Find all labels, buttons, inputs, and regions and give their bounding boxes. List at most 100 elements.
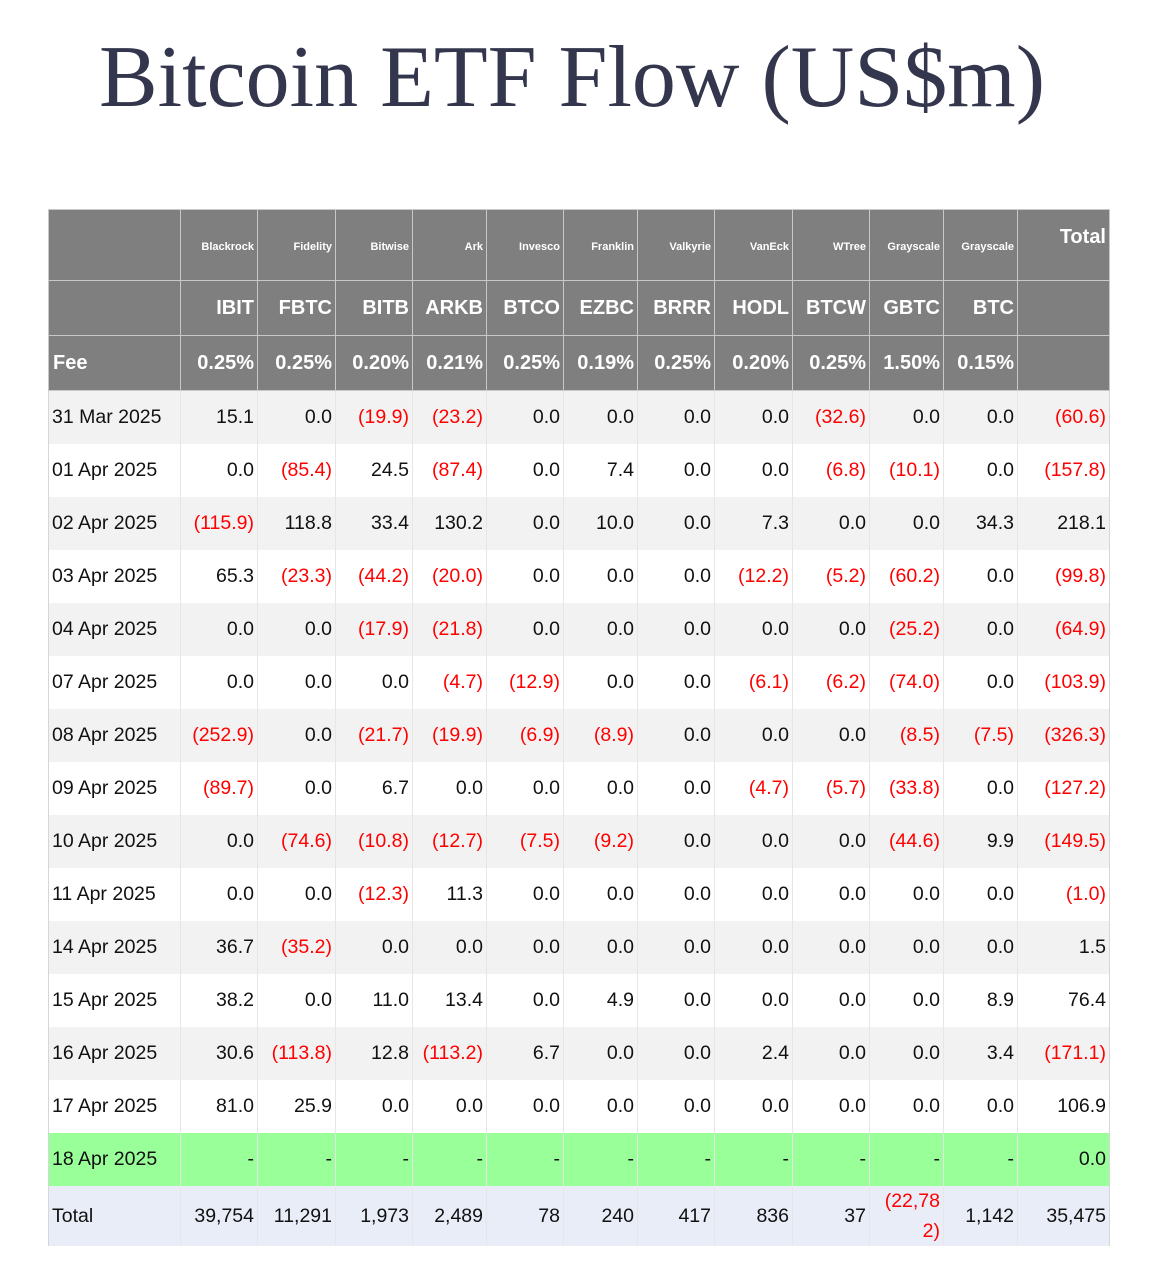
flow-value: (12.2) xyxy=(714,550,793,603)
flow-value: (17.9) xyxy=(335,603,413,656)
flow-value: 0.0 xyxy=(563,656,638,709)
row-date: 01 Apr 2025 xyxy=(48,444,181,497)
flow-value: 0.0 xyxy=(563,762,638,815)
flow-value: 0.0 xyxy=(563,1080,638,1133)
cumulative-value: 2,489 xyxy=(412,1186,487,1246)
table-row: 15 Apr 2025 38.2 0.0 11.0 13.4 0.0 4.9 0.0 0.0 0.… xyxy=(48,974,1110,1027)
table-row: 07 Apr 2025 0.0 0.0 0.0 (4.7) (12.9) 0.0 0.0 (6.… xyxy=(48,656,1110,709)
flow-value: (12.9) xyxy=(486,656,564,709)
flow-value: (74.0) xyxy=(869,656,944,709)
flow-value: 0.0 xyxy=(563,921,638,974)
flow-value: (89.7) xyxy=(180,762,258,815)
flow-value: - xyxy=(412,1133,487,1186)
ticker-header: HODL xyxy=(714,280,793,336)
row-date: 16 Apr 2025 xyxy=(48,1027,181,1080)
row-total: 106.9 xyxy=(1017,1080,1110,1133)
row-date: 03 Apr 2025 xyxy=(48,550,181,603)
flow-value: 0.0 xyxy=(486,921,564,974)
flow-value: 0.0 xyxy=(714,1080,793,1133)
table-row: 03 Apr 2025 65.3 (23.3) (44.2) (20.0) 0.0 0.0 0… xyxy=(48,550,1110,603)
row-total: (149.5) xyxy=(1017,815,1110,868)
flow-value: (6.9) xyxy=(486,709,564,762)
flow-value: 0.0 xyxy=(180,444,258,497)
flow-value: (10.8) xyxy=(335,815,413,868)
flow-value: 0.0 xyxy=(563,868,638,921)
flow-value: 0.0 xyxy=(335,656,413,709)
flow-value: (115.9) xyxy=(180,497,258,550)
flow-value: (44.2) xyxy=(335,550,413,603)
flow-value: (87.4) xyxy=(412,444,487,497)
flow-value: 2.4 xyxy=(714,1027,793,1080)
row-date: 08 Apr 2025 xyxy=(48,709,181,762)
ticker-header-row: IBIT FBTC BITB ARKB BTCO EZBC BRRR HODL … xyxy=(48,280,1110,336)
flow-value: 3.4 xyxy=(943,1027,1018,1080)
corner-cell xyxy=(48,209,181,281)
flow-value: 0.0 xyxy=(486,1080,564,1133)
fee-value: 0.25% xyxy=(180,335,258,391)
flow-value: 0.0 xyxy=(257,390,336,444)
flow-value: 0.0 xyxy=(335,921,413,974)
flow-value: (23.2) xyxy=(412,390,487,444)
table-row: 01 Apr 2025 0.0 (85.4) 24.5 (87.4) 0.0 7.4 0.0 0… xyxy=(48,444,1110,497)
cumulative-value: 1,142 xyxy=(943,1186,1018,1246)
flow-value: (4.7) xyxy=(714,762,793,815)
row-date: 15 Apr 2025 xyxy=(48,974,181,1027)
flow-value: 0.0 xyxy=(943,762,1018,815)
table-row: 31 Mar 2025 15.1 0.0 (19.9) (23.2) 0.0 0.0 0.0 0… xyxy=(48,390,1110,444)
flow-value: 0.0 xyxy=(257,974,336,1027)
row-date: 10 Apr 2025 xyxy=(48,815,181,868)
flow-value: 0.0 xyxy=(943,550,1018,603)
flow-value: (113.2) xyxy=(412,1027,487,1080)
row-total: (326.3) xyxy=(1017,709,1110,762)
flow-value: 0.0 xyxy=(943,1080,1018,1133)
flow-value: 0.0 xyxy=(563,1027,638,1080)
flow-value: 0.0 xyxy=(637,497,715,550)
flow-value: (21.7) xyxy=(335,709,413,762)
issuer-header: Valkyrie xyxy=(637,209,715,281)
total-column-header: Total xyxy=(1017,209,1110,281)
fee-value: 0.19% xyxy=(563,335,638,391)
flow-value: 0.0 xyxy=(563,550,638,603)
flow-value: - xyxy=(486,1133,564,1186)
flow-value: (5.7) xyxy=(792,762,870,815)
flow-value: 0.0 xyxy=(714,974,793,1027)
row-total: (171.1) xyxy=(1017,1027,1110,1080)
flow-value: (113.8) xyxy=(257,1027,336,1080)
flow-value: (19.9) xyxy=(412,709,487,762)
flow-value: 0.0 xyxy=(792,1080,870,1133)
flow-value: 6.7 xyxy=(486,1027,564,1080)
flow-value: (21.8) xyxy=(412,603,487,656)
flow-value: - xyxy=(180,1133,258,1186)
flow-value: 0.0 xyxy=(869,1080,944,1133)
flow-value: - xyxy=(869,1133,944,1186)
cumulative-value: 240 xyxy=(563,1186,638,1246)
flow-value: 0.0 xyxy=(943,656,1018,709)
issuer-header: Grayscale xyxy=(869,209,944,281)
flow-value: (19.9) xyxy=(335,390,413,444)
row-total: (64.9) xyxy=(1017,603,1110,656)
flow-value: (252.9) xyxy=(180,709,258,762)
corner-cell xyxy=(48,280,181,336)
flow-value: 65.3 xyxy=(180,550,258,603)
flow-value: 0.0 xyxy=(792,603,870,656)
flow-value: 9.9 xyxy=(943,815,1018,868)
flow-value: - xyxy=(637,1133,715,1186)
flow-value: 7.3 xyxy=(714,497,793,550)
ticker-header: GBTC xyxy=(869,280,944,336)
flow-value: 0.0 xyxy=(943,868,1018,921)
flow-value: 11.3 xyxy=(412,868,487,921)
row-date: 11 Apr 2025 xyxy=(48,868,181,921)
flow-value: 0.0 xyxy=(714,815,793,868)
row-total: (103.9) xyxy=(1017,656,1110,709)
flow-value: 0.0 xyxy=(637,709,715,762)
flow-value: 0.0 xyxy=(486,444,564,497)
table-row: 04 Apr 2025 0.0 0.0 (17.9) (21.8) 0.0 0.0 0.0 0.… xyxy=(48,603,1110,656)
ticker-header: FBTC xyxy=(257,280,336,336)
issuer-header: Blackrock xyxy=(180,209,258,281)
flow-value: (9.2) xyxy=(563,815,638,868)
ticker-header: BTCW xyxy=(792,280,870,336)
row-date: 02 Apr 2025 xyxy=(48,497,181,550)
flow-value: (33.8) xyxy=(869,762,944,815)
flow-value: - xyxy=(335,1133,413,1186)
flow-value: 0.0 xyxy=(943,444,1018,497)
